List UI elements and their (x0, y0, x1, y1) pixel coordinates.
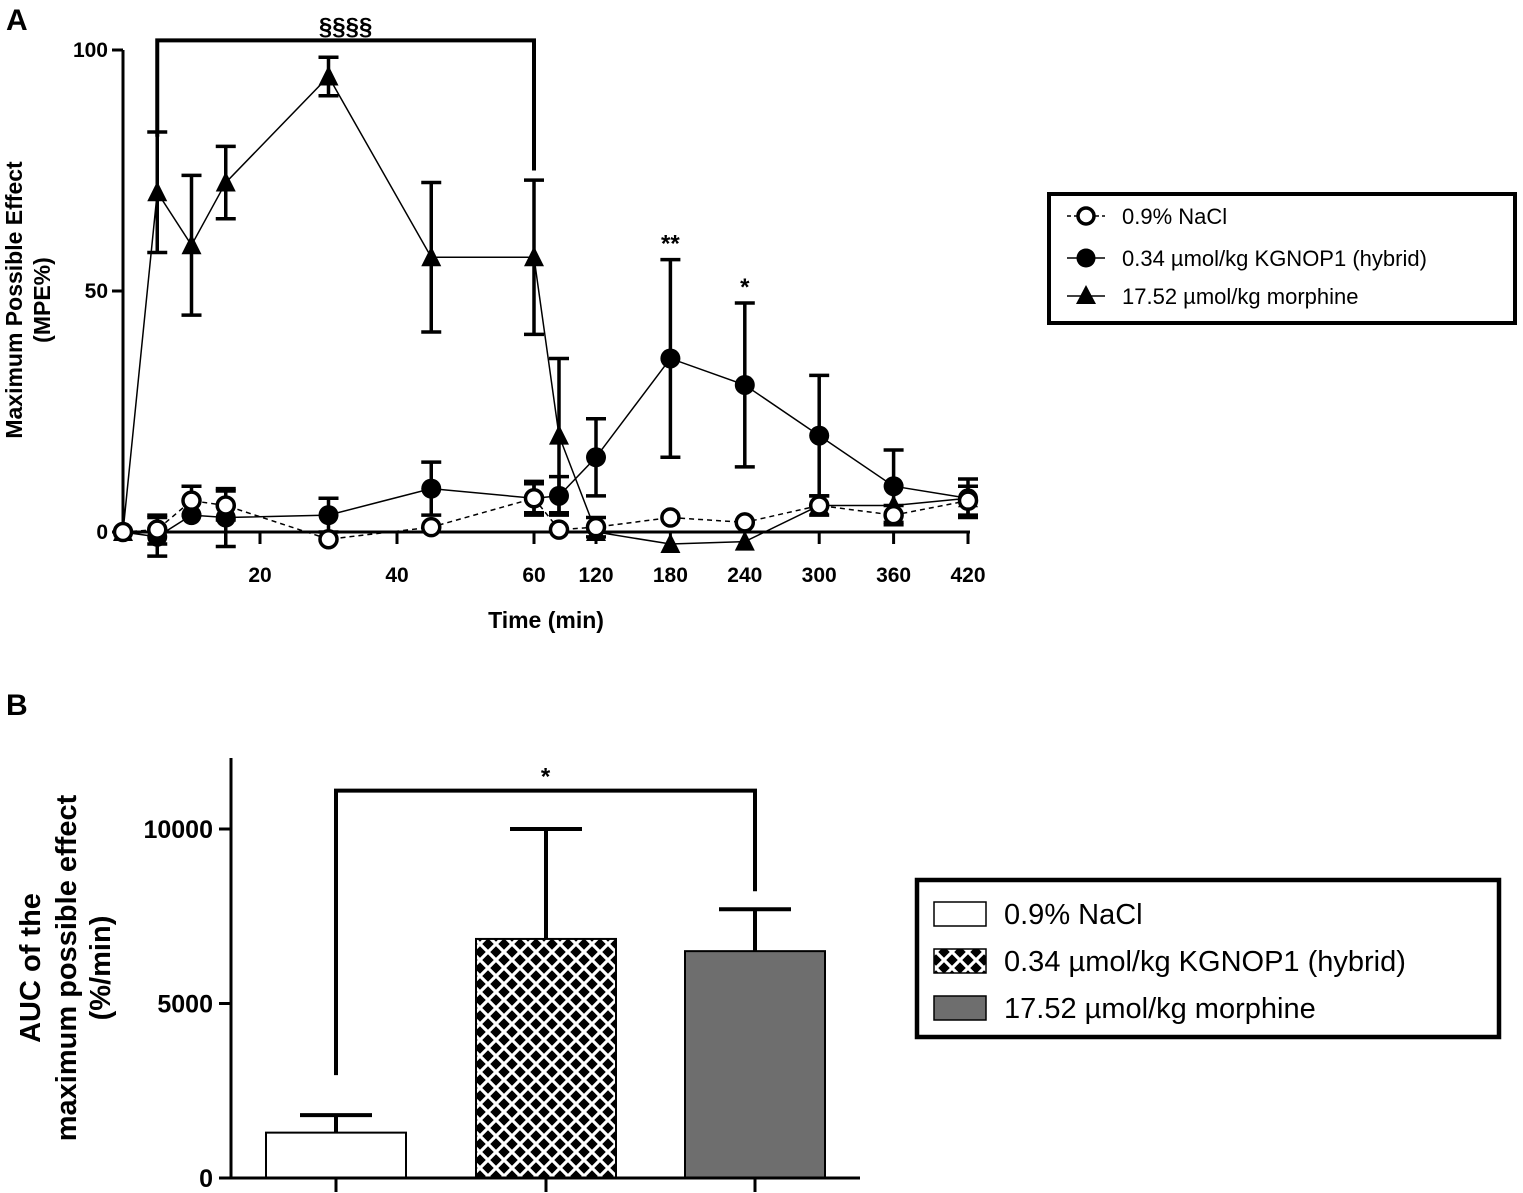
legend-b-nacl-swatch (933, 901, 987, 927)
series-2 (113, 55, 978, 554)
point-kgnop1 (421, 478, 442, 499)
point-kgnop1 (883, 476, 904, 497)
bar-0 (265, 1131, 407, 1180)
point-nacl (147, 519, 168, 540)
panel-a-x-tick-label: 60 (522, 564, 545, 587)
panel-a-annotations: §§§§*** (155, 13, 750, 301)
panel-b-axes: 0 5000 10000 (143, 758, 860, 1193)
panel-a-letter: A (6, 4, 28, 37)
legend-b-morphine-label: 17.52 µmol/kg morphine (1004, 993, 1316, 1025)
legend-nacl-label: 0.9% NaCl (1122, 204, 1227, 229)
point-morphine (549, 424, 569, 445)
panel-b-y-tick-label: 10000 (143, 816, 213, 844)
point-nacl (215, 495, 236, 516)
point-nacl (808, 495, 830, 516)
panel-b-y-tick-label: 5000 (157, 991, 213, 1019)
point-nacl (585, 516, 607, 538)
legend-nacl-marker (1076, 206, 1096, 226)
panel-b-ylabel-line3: (%/min) (85, 916, 117, 1021)
legend-morphine-label: 17.52 µmol/kg morphine (1122, 284, 1358, 309)
legend-morphine-marker (1076, 285, 1096, 304)
series-0 (112, 482, 979, 550)
point-kgnop1 (586, 447, 606, 468)
legend-kgnop1-marker (1076, 248, 1096, 268)
panel-a-y-tick-label: 0 (96, 521, 108, 544)
bar-2 (684, 950, 826, 1180)
point-morphine (660, 533, 681, 554)
panel-a-x-tick-label: 120 (578, 564, 613, 587)
panel-b-annotations: * (334, 764, 757, 1076)
point-morphine (181, 234, 202, 255)
point-kgnop1 (318, 505, 339, 526)
series-1 (113, 257, 978, 558)
panel-a-y-tick-label: 50 (85, 280, 108, 303)
panel-a-legend: 0.9% NaCl 0.34 µmol/kg KGNOP1 (hybrid) 1… (1047, 192, 1517, 325)
significance-marker-star: ** (661, 231, 680, 258)
panel-a-y-tick-label: 100 (73, 39, 108, 62)
panel-b-significance-star: * (541, 764, 551, 791)
panel-b-ylabel-line2: maximum possible effect (51, 794, 83, 1141)
legend-b-kgnop1-swatch (933, 948, 987, 974)
point-kgnop1 (809, 425, 830, 446)
panel-a-x-tick-label: 420 (950, 564, 985, 587)
panel-a-ylabel-line1: Maximum Possible Effect (1, 161, 27, 439)
point-nacl (548, 519, 570, 540)
series-line-1 (122, 357, 969, 538)
point-nacl (660, 507, 681, 528)
point-nacl (883, 504, 904, 526)
significance-marker-star: * (740, 274, 750, 301)
point-kgnop1 (734, 374, 755, 395)
panel-b-significance-bracket (334, 788, 757, 1076)
panel-b-chart: B AUC of the maximum possible effect (%/… (6, 689, 1502, 1193)
panel-a-xlabel: Time (min) (488, 607, 604, 633)
legend-b-kgnop1-label: 0.34 µmol/kg KGNOP1 (hybrid) (1004, 946, 1406, 978)
panel-a-series (112, 55, 979, 558)
panel-a-x-tick-label: 240 (727, 564, 762, 587)
legend-kgnop1-label: 0.34 µmol/kg KGNOP1 (hybrid) (1122, 246, 1427, 271)
point-morphine (215, 171, 236, 192)
panel-b-legend: 0.9% NaCl 0.34 µmol/kg KGNOP1 (hybrid) 1… (914, 877, 1502, 1040)
point-kgnop1 (549, 485, 569, 506)
point-nacl (318, 528, 339, 550)
legend-b-nacl-label: 0.9% NaCl (1004, 899, 1143, 931)
panel-b-y-tick-label: 0 (199, 1165, 213, 1193)
point-nacl (523, 488, 545, 509)
point-nacl (112, 521, 134, 543)
point-morphine (421, 246, 442, 267)
panel-a-legend-box (1047, 192, 1517, 325)
panel-b-ylabel-line1: AUC of the (15, 893, 47, 1043)
panel-a-ylabel-line2: (MPE%) (29, 257, 55, 343)
point-nacl (957, 490, 979, 511)
significance-marker-section: §§§§ (319, 13, 372, 40)
panel-b-bars (265, 827, 826, 1180)
panel-a-chart: A Maximum Possible Effect (MPE%) Time (m… (1, 4, 1517, 633)
panel-b-letter: B (6, 689, 28, 722)
point-nacl (421, 516, 442, 538)
panel-b-legend-box (914, 877, 1502, 1040)
series-line-2 (122, 75, 969, 545)
bar-1 (475, 937, 617, 1179)
point-morphine (147, 181, 168, 202)
panel-a-x-tick-label: 300 (802, 564, 837, 587)
point-morphine (524, 246, 544, 267)
panel-a-x-tick-label: 360 (876, 564, 911, 587)
point-nacl (181, 490, 202, 511)
panel-a-x-tick-label: 40 (385, 564, 408, 587)
panel-a-x-tick-label: 180 (653, 564, 688, 587)
legend-b-morphine-swatch (933, 995, 987, 1021)
point-kgnop1 (660, 348, 681, 369)
significance-bracket (155, 38, 536, 171)
point-morphine (318, 65, 339, 86)
point-nacl (734, 512, 756, 533)
point-morphine (734, 530, 755, 551)
panel-a-x-tick-label: 20 (248, 564, 271, 587)
